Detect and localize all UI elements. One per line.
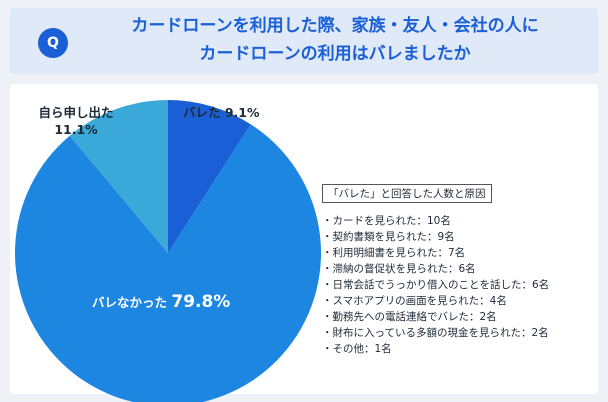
pie-slice-2 [69,100,168,253]
question-banner [10,8,598,74]
reason-item: ・カードを見られた：10名 [322,215,451,227]
slice-label-2: 自ら申し出た [38,105,113,120]
reason-item: ・その他：1名 [322,343,392,355]
reasons-title: 「バレた」と回答した人数と原因 [322,184,492,203]
reason-item: ・日常会話でうっかり借入のことを話した：6名 [322,279,550,291]
question-text: カードローンを利用した際、家族・友人・会社の人に カードローンの利用はバレました… [80,12,590,68]
pie-slice-1 [15,124,321,402]
reasons-list: ・カードを見られた：10名 ・契約書類を見られた：9名 ・利用明細書を見られた：7名… [322,213,549,357]
question-line-2: カードローンの利用はバレましたか [199,44,471,64]
slice-label-0: バレた 9.1% [183,105,260,120]
question-badge: Q [38,28,68,58]
reason-item: ・利用明細書を見られた：7名 [322,247,466,259]
reason-item: ・契約書類を見られた：9名 [322,231,455,243]
reason-item: ・財布に入っている多額の現金を見られた：2名 [322,327,549,339]
question-line-1: カードローンを利用した際、家族・友人・会社の人に [131,16,539,36]
reason-item: ・勤務先への電話連絡でバレた：2名 [322,311,497,323]
reasons-legend: 「バレた」と回答した人数と原因 ・カードを見られた：10名 ・契約書類を見られた：… [322,184,549,357]
reason-item: ・スマホアプリの画面を見られた：4名 [322,295,507,307]
pie-slice-0 [168,100,251,253]
reason-item: ・滞納の督促状を見られた：6名 [322,263,476,275]
slice-value-2: 11.1% [54,122,98,137]
slice-label-1: バレなかった 79.8% [92,292,230,312]
